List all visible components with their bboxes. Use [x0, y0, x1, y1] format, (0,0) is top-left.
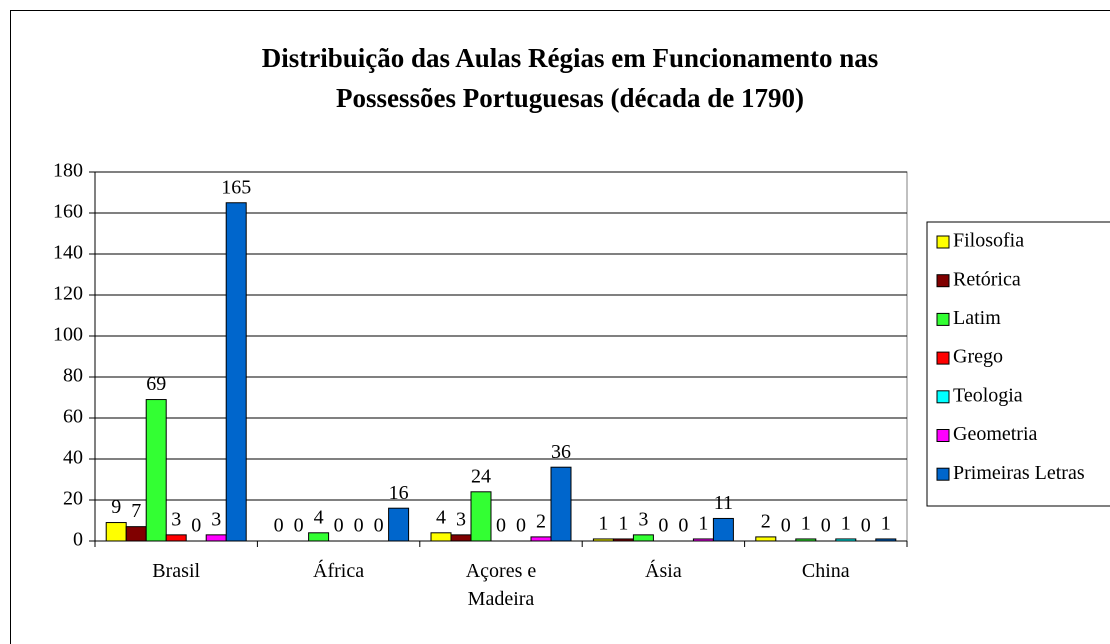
value-label: 2: [761, 510, 771, 532]
value-label: 1: [698, 513, 708, 535]
value-label: 0: [821, 515, 831, 537]
bar: [105, 522, 127, 542]
bar: [430, 532, 452, 542]
bar: [205, 534, 227, 542]
legend-label: Geometria: [953, 423, 1038, 445]
y-tick-label: 140: [53, 242, 83, 264]
y-tick-label: 0: [73, 529, 83, 551]
value-label: 3: [638, 508, 648, 530]
value-label: 0: [354, 515, 364, 537]
bar: [145, 399, 167, 542]
value-label: 16: [389, 482, 409, 504]
legend-label: Teologia: [953, 384, 1023, 406]
value-label: 2: [536, 510, 546, 532]
value-label: 165: [221, 176, 251, 198]
value-label: 9: [111, 496, 121, 518]
legend-label: Filosofia: [953, 230, 1024, 252]
bar: [165, 534, 187, 542]
value-label: 1: [801, 513, 811, 535]
value-label: 1: [881, 513, 891, 535]
value-label: 69: [146, 373, 166, 395]
bar: [530, 536, 552, 542]
bar: [125, 526, 147, 542]
bar: [875, 538, 897, 542]
value-label: 0: [334, 515, 344, 537]
plot-area: [94, 171, 908, 542]
y-tick-label: 180: [53, 160, 83, 182]
x-tick-label: Açores e Madeira: [465, 560, 537, 610]
value-label: 0: [496, 515, 506, 537]
y-tick-label: 60: [63, 406, 83, 428]
bar: [755, 536, 777, 542]
legend-label: Latim: [953, 307, 1001, 329]
value-label: 3: [171, 508, 181, 530]
value-label: 7: [131, 500, 141, 522]
bar: [225, 202, 247, 542]
bar: [308, 532, 330, 542]
value-label: 0: [861, 515, 871, 537]
bar: [612, 538, 634, 542]
y-tick-label: 160: [53, 201, 83, 223]
bar: [835, 538, 857, 542]
x-tick-label: Brasil: [152, 560, 201, 582]
y-tick-label: 80: [63, 365, 83, 387]
bar: [470, 491, 492, 542]
value-label: 4: [314, 506, 324, 528]
bar: [550, 466, 572, 542]
legend-swatch: [936, 235, 950, 249]
bar: [388, 507, 410, 542]
legend-label: Grego: [953, 346, 1003, 368]
x-tick-label: África: [313, 560, 365, 582]
value-label: 0: [781, 515, 791, 537]
legend-swatch: [936, 429, 950, 442]
value-label: 11: [714, 492, 733, 514]
value-label: 3: [456, 508, 466, 530]
value-label: 0: [274, 515, 284, 537]
bar: [795, 538, 817, 542]
legend-box: [926, 221, 1110, 507]
legend-swatch: [936, 467, 950, 481]
chart-border: [10, 10, 1110, 644]
value-label: 1: [618, 513, 628, 535]
value-label: 1: [841, 513, 851, 535]
bar: [692, 538, 714, 542]
value-label: 0: [294, 515, 304, 537]
value-label: 36: [551, 441, 571, 463]
legend-swatch: [936, 312, 950, 326]
legend-swatch: [936, 351, 950, 365]
y-tick-label: 40: [63, 447, 83, 469]
legend-label: Retórica: [953, 268, 1021, 290]
bar: [632, 534, 654, 542]
x-tick-label: China: [801, 560, 850, 582]
bar: [450, 534, 472, 542]
legend-swatch: [936, 390, 950, 404]
bar: [592, 538, 614, 542]
value-label: 4: [436, 506, 446, 528]
y-tick-label: 20: [63, 488, 83, 510]
value-label: 0: [191, 515, 201, 537]
chart-title: Distribuição das Aulas Régias em Funcion…: [261, 43, 879, 113]
value-label: 3: [211, 508, 221, 530]
legend-label: Primeiras Letras: [953, 462, 1085, 484]
value-label: 0: [678, 515, 688, 537]
x-tick-label: Ásia: [645, 560, 682, 582]
value-label: 1: [598, 513, 608, 535]
y-tick-label: 100: [53, 324, 83, 346]
value-label: 0: [658, 515, 668, 537]
y-tick-label: 120: [53, 283, 83, 305]
value-label: 0: [374, 515, 384, 537]
legend-swatch: [936, 274, 950, 288]
value-label: 24: [471, 465, 491, 487]
bar: [712, 517, 734, 542]
value-label: 0: [516, 515, 526, 537]
